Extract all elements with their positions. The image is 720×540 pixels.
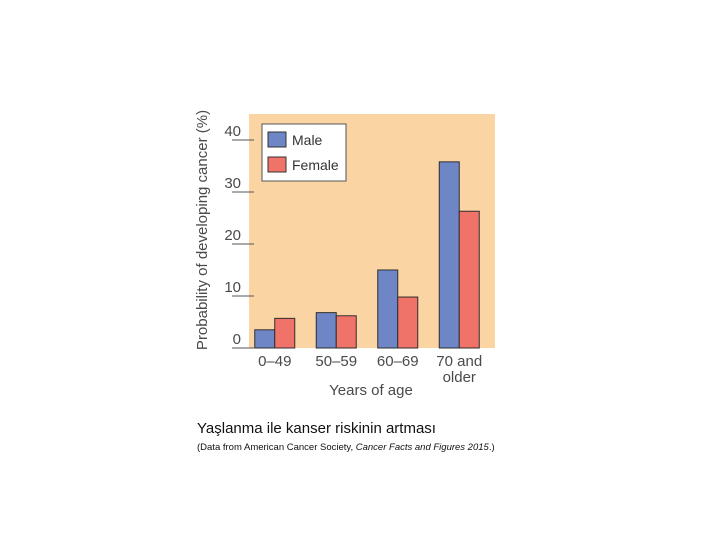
x-tick-label: 70 and older [436,353,482,386]
legend-label-female: Female [292,157,339,173]
source-suffix: .) [488,442,495,453]
bar-female [458,210,480,349]
bar-male [254,329,276,349]
bar-female [274,317,296,349]
y-axis-label: Probability of developing cancer (%) [194,110,211,350]
x-tick-label: 0–49 [258,353,291,370]
x-axis-label: Years of age [329,382,413,399]
source-note: (Data from American Cancer Society, Canc… [197,442,495,453]
figure-caption: Yaşlanma ile kanser riskinin artması [197,420,436,437]
bar-male [438,161,460,349]
legend-swatch-male [267,131,287,148]
x-tick-label: 50–59 [315,353,357,370]
x-tick-label: 60–69 [377,353,419,370]
source-prefix: (Data from American Cancer Society, [197,442,356,453]
y-tick-label: 10 [224,279,241,296]
legend: Male Female [261,123,347,182]
x-axis-ticks: 0–49 50–59 60–69 70 and older [258,353,482,386]
bar-male [377,269,399,349]
bar-female [335,315,357,349]
source-title: Cancer Facts and Figures 2015 [355,442,489,453]
y-tick-label: 40 [224,123,241,140]
bar-female [397,296,419,349]
bars [254,161,480,349]
bar-male [315,312,337,349]
y-axis-ticks: 0 10 20 30 40 [224,123,254,349]
legend-label-male: Male [292,132,323,148]
y-tick-label: 20 [224,227,241,244]
y-tick-label: 0 [233,331,241,348]
legend-swatch-female [267,156,287,173]
y-tick-label: 30 [224,175,241,192]
